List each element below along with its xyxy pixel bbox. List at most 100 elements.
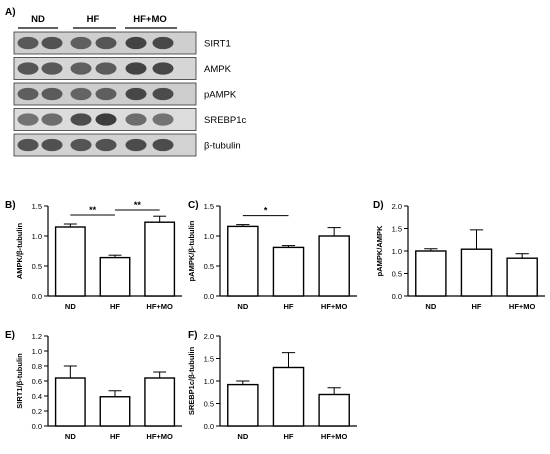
y-axis-label: SIRT1/β-tubulin	[15, 353, 24, 409]
bar	[460, 248, 493, 297]
x-tick-label: HF+MO	[146, 302, 173, 311]
blot-label: SREBP1c	[204, 115, 246, 126]
panel-label: F)	[188, 330, 197, 341]
bar	[415, 250, 447, 297]
x-tick-label: HF	[472, 302, 482, 311]
y-tick-label: 0.2	[32, 407, 42, 416]
y-tick-label: 0.4	[32, 392, 42, 401]
x-tick-label: HF	[110, 432, 120, 441]
blot-group-hf: HF	[87, 14, 100, 25]
x-tick-label: HF+MO	[321, 302, 348, 311]
blot-band	[125, 87, 147, 101]
x-tick-label: ND	[65, 302, 76, 311]
y-axis-label: pAMPK/β-tubulin	[187, 220, 196, 281]
blot-band	[152, 62, 174, 75]
y-tick-label: 1.2	[32, 332, 42, 341]
blot-group-nd: ND	[31, 14, 45, 25]
y-tick-label: 2.0	[392, 202, 402, 211]
bar	[144, 221, 176, 297]
y-tick-label: 0.0	[32, 422, 42, 431]
y-tick-label: 0.5	[32, 262, 42, 271]
y-tick-label: 0.0	[392, 292, 402, 301]
chart-panel-c: C) 0.0 0.5 1.0 1.5 pAMPK/β-tubulin ND HF HF+MO *	[187, 200, 357, 311]
bar	[318, 235, 350, 297]
y-tick-label: 1.5	[204, 355, 214, 364]
blot-band	[125, 113, 147, 126]
bar	[506, 257, 538, 297]
blot-band	[70, 36, 92, 50]
significance-marker: **	[89, 205, 97, 215]
blot-band	[95, 62, 117, 75]
bar	[99, 396, 131, 427]
blot-band	[41, 62, 63, 75]
bar	[99, 256, 131, 297]
chart-panel-f: F) 0.0 0.5 1.0 1.5 2.0 SREBP1c/β-tubulin ND HF HF…	[187, 330, 357, 441]
significance-marker: **	[134, 200, 142, 210]
blot-band	[95, 36, 117, 50]
x-tick-label: ND	[65, 432, 76, 441]
blot-band	[17, 113, 39, 126]
y-tick-label: 0.6	[32, 377, 42, 386]
x-tick-label: ND	[425, 302, 436, 311]
y-axis-label: pAMPK/AMPK	[375, 225, 384, 276]
panel-label: D)	[373, 200, 384, 211]
y-tick-label: 1.5	[32, 202, 42, 211]
blot-label: pAMPK	[204, 90, 237, 101]
blot-band	[41, 36, 63, 50]
bar	[54, 377, 86, 427]
significance-marker: *	[264, 206, 268, 216]
blot-band	[152, 113, 174, 126]
blot-band	[125, 62, 147, 75]
x-tick-label: ND	[237, 432, 248, 441]
blot-band	[41, 138, 63, 152]
bar	[54, 226, 86, 297]
blot-band	[70, 62, 92, 75]
y-tick-label: 1.0	[392, 247, 402, 256]
bar	[272, 246, 305, 297]
bar	[272, 366, 305, 427]
panel-a-label: A)	[5, 7, 16, 18]
y-tick-label: 2.0	[204, 332, 214, 341]
blot-band	[125, 36, 147, 50]
blot-band	[70, 138, 92, 152]
blot-band	[41, 113, 63, 126]
blot-band	[41, 87, 63, 101]
y-tick-label: 1.5	[392, 225, 402, 234]
y-axis-label: SREBP1c/β-tubulin	[187, 346, 196, 415]
x-tick-label: HF+MO	[146, 432, 173, 441]
blot-band	[17, 87, 39, 101]
y-tick-label: 0.5	[204, 400, 214, 409]
panel-label: B)	[5, 200, 16, 211]
blot-band	[17, 138, 39, 152]
y-tick-label: 1.0	[204, 232, 214, 241]
bar	[144, 377, 176, 427]
western-blot-panel: A) ND HF HF+MO SIRT1 AMPK pAMPK SREBP1c β-tu…	[5, 7, 246, 157]
blot-band	[152, 138, 174, 152]
blot-band	[95, 138, 117, 152]
x-tick-label: HF	[284, 432, 294, 441]
blot-band	[70, 113, 92, 126]
y-axis-label: AMPK/β-tubulin	[15, 222, 24, 279]
blot-label: AMPK	[204, 64, 232, 75]
blot-band	[152, 87, 174, 101]
y-tick-label: 1.0	[32, 232, 42, 241]
y-tick-label: 0.0	[32, 292, 42, 301]
bar	[227, 383, 259, 427]
y-tick-label: 1.5	[204, 202, 214, 211]
y-tick-label: 1.0	[204, 377, 214, 386]
blot-band	[95, 87, 117, 101]
y-tick-label: 0.0	[204, 292, 214, 301]
bar	[318, 393, 350, 427]
blot-group-hfmo: HF+MO	[133, 14, 167, 25]
x-tick-label: HF	[110, 302, 120, 311]
bar	[227, 225, 259, 297]
y-tick-label: 0.8	[32, 362, 42, 371]
blot-band	[17, 62, 39, 75]
chart-panel-e: E) 0.0 0.2 0.4 0.6 0.8 1.0 1.2 SIRT1/β-tubulin ND…	[5, 330, 182, 441]
blot-band	[95, 113, 117, 126]
x-tick-label: HF	[284, 302, 294, 311]
blot-label: β-tubulin	[204, 141, 241, 152]
x-tick-label: HF+MO	[321, 432, 348, 441]
y-tick-label: 0.0	[204, 422, 214, 431]
